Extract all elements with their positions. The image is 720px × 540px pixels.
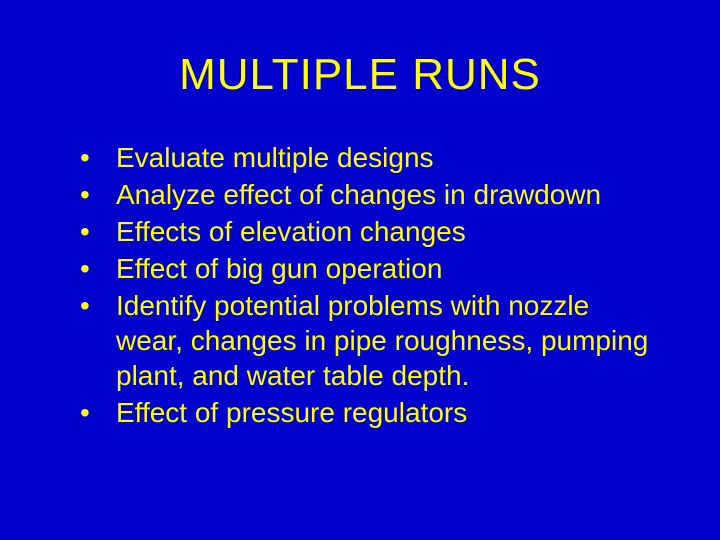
list-item: Effects of elevation changes [80, 214, 660, 249]
slide-title: MULTIPLE RUNS [60, 50, 660, 100]
bullet-list: Evaluate multiple designs Analyze effect… [60, 140, 660, 430]
list-item: Analyze effect of changes in drawdown [80, 177, 660, 212]
list-item: Effect of big gun operation [80, 251, 660, 286]
list-item: Evaluate multiple designs [80, 140, 660, 175]
list-item: Identify potential problems with nozzle … [80, 288, 660, 393]
list-item: Effect of pressure regulators [80, 395, 660, 430]
